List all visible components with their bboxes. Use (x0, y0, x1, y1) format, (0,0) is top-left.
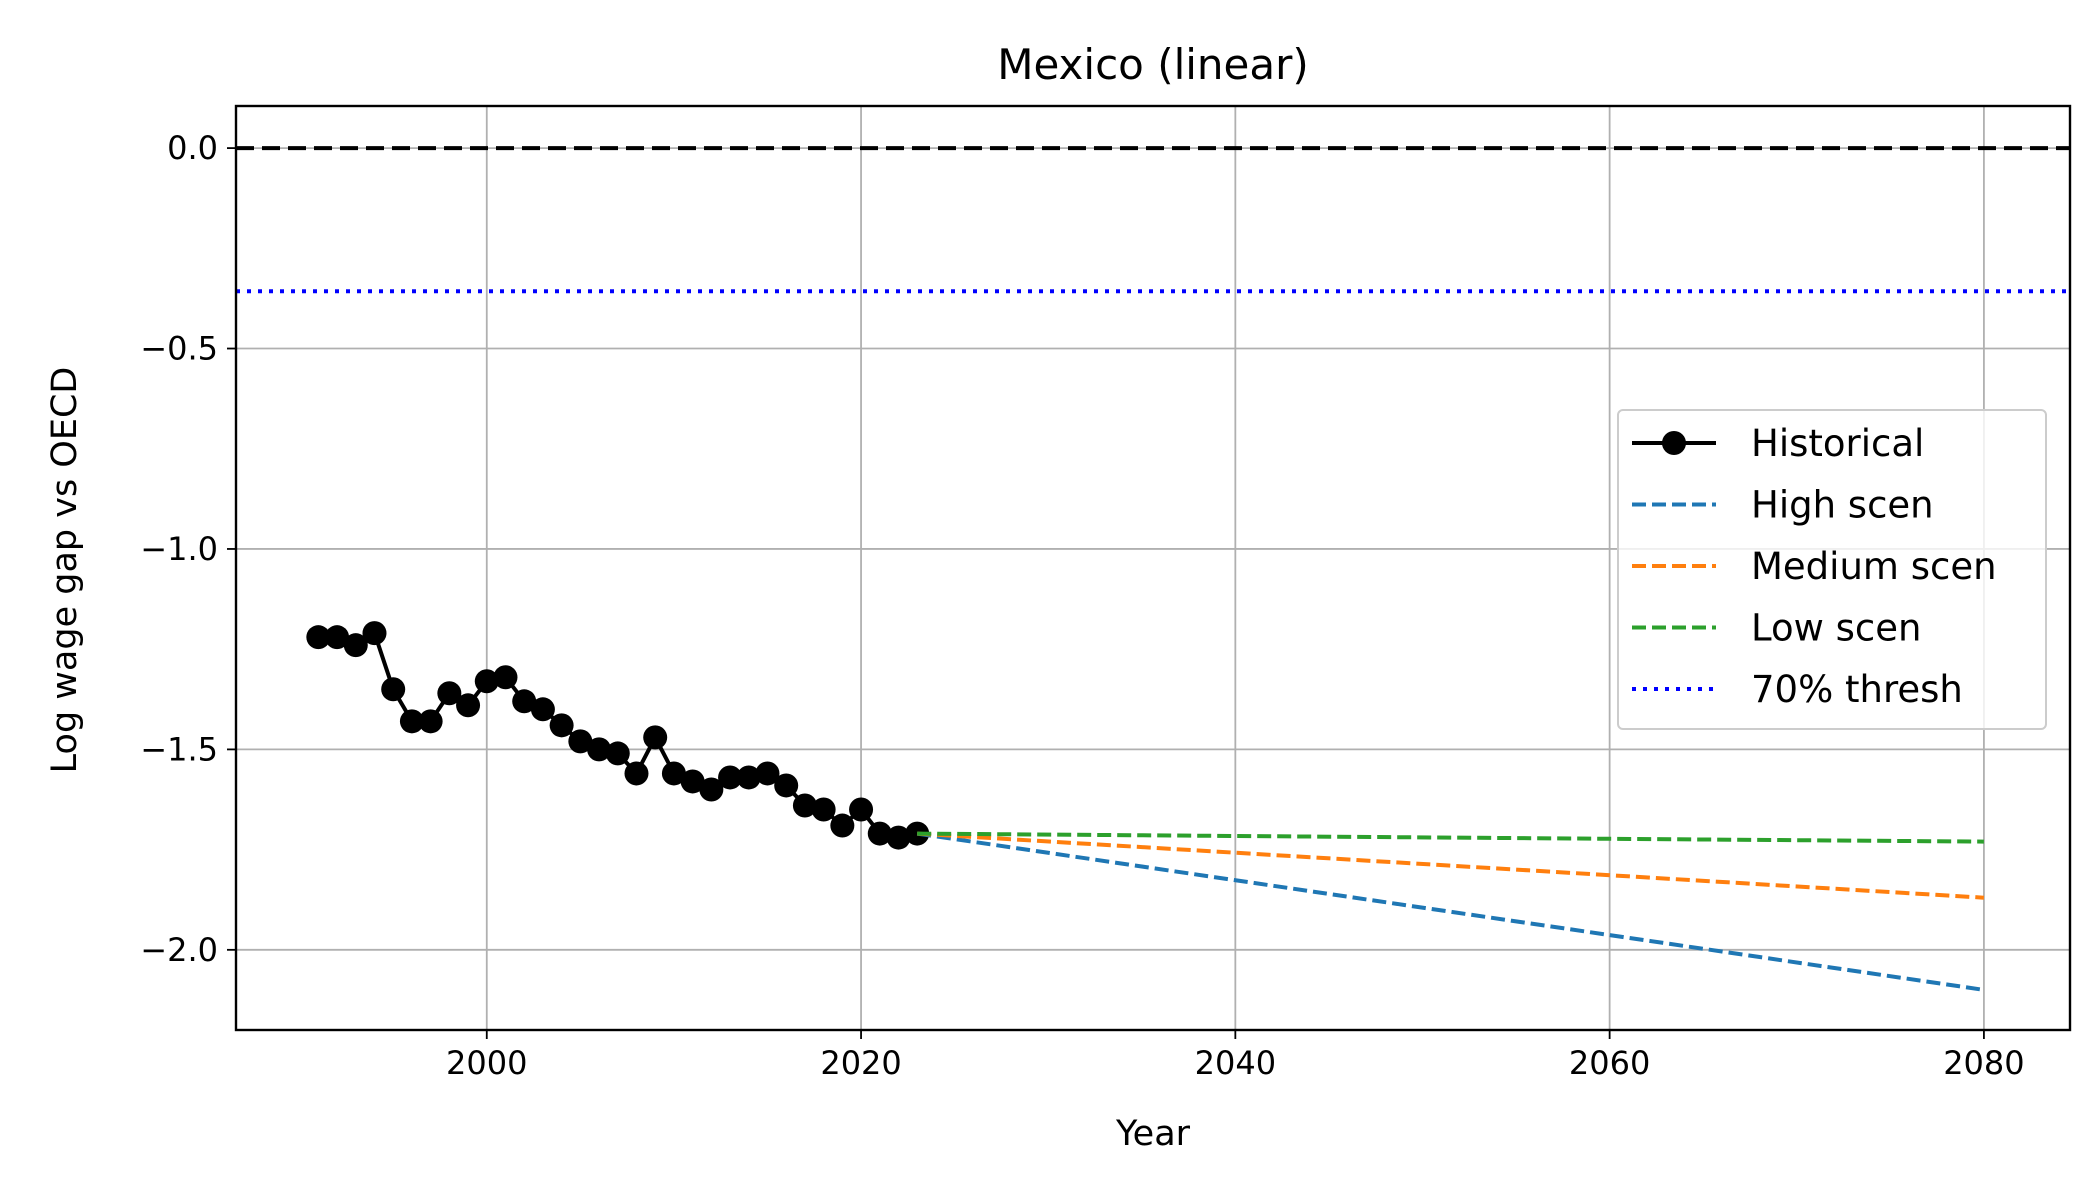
ticks-layer: 2000 2020 2040 2060 2080 0.0 −0.5 −1.0 −1.5 −2.0 (140, 129, 2024, 1082)
legend-label-high-scen: High scen (1751, 484, 1934, 527)
historical-point (699, 777, 724, 802)
legend-label-medium-scen: Medium scen (1751, 545, 1997, 588)
historical-point (362, 621, 387, 646)
historical-point (399, 709, 424, 734)
historical-point (849, 797, 874, 822)
historical-point (643, 725, 668, 750)
x-tick-label: 2000 (446, 1044, 527, 1082)
historical-point (680, 769, 705, 794)
legend: Historical High scen Medium scen Low scen 70… (1617, 409, 2047, 730)
historical-point (456, 693, 481, 718)
historical-point (474, 669, 499, 694)
y-tick-label: −0.5 (140, 330, 218, 368)
x-tick-label: 2040 (1195, 1044, 1276, 1082)
historical-point (493, 665, 518, 690)
x-tick-label: 2020 (820, 1044, 901, 1082)
lines-layer (236, 146, 2070, 992)
historical-point (718, 765, 743, 790)
historical-point (736, 765, 761, 790)
x-axis-label: Year (1115, 1114, 1191, 1154)
historical-point (549, 713, 574, 738)
legend-label-70-thresh: 70% thresh (1751, 668, 1963, 711)
y-tick-label: −1.0 (140, 530, 218, 568)
x-tick-label: 2080 (1943, 1044, 2024, 1082)
historical-point (811, 797, 836, 822)
historical-point (661, 761, 686, 786)
historical-point (437, 681, 462, 706)
legend-label-historical: Historical (1751, 422, 1924, 465)
historical-point (886, 825, 911, 850)
historical-point (418, 709, 443, 734)
historical-point (867, 821, 892, 846)
historical-point (325, 625, 350, 650)
historical-point (755, 761, 780, 786)
y-tick-label: −2.0 (140, 931, 218, 969)
y-tick-label: −1.5 (140, 730, 218, 768)
legend-box (1617, 409, 2047, 730)
historical-point (343, 633, 368, 658)
historical-point (624, 761, 649, 786)
historical-point (605, 741, 630, 766)
historical-point (830, 813, 855, 838)
y-tick-label: 0.0 (167, 129, 218, 167)
historical-point (381, 677, 406, 702)
medium-scen-line (917, 831, 1985, 900)
historical-point (587, 737, 612, 762)
legend-label-low-scen: Low scen (1751, 607, 1921, 650)
historical-point (512, 689, 537, 714)
x-tick-label: 2060 (1569, 1044, 1650, 1082)
y-axis-label: Log wage gap vs OECD (45, 367, 85, 774)
chart-title: Mexico (linear) (997, 40, 1309, 89)
historical-point (905, 821, 930, 846)
low-scen-line (917, 831, 1984, 844)
historical-point (306, 625, 331, 650)
historical-point (774, 773, 799, 798)
historical-point (792, 793, 817, 818)
historical-point (530, 697, 555, 722)
plot-area-frame (234, 104, 2072, 1032)
historical-point (568, 729, 593, 754)
legend-marker-historical (1662, 431, 1686, 455)
